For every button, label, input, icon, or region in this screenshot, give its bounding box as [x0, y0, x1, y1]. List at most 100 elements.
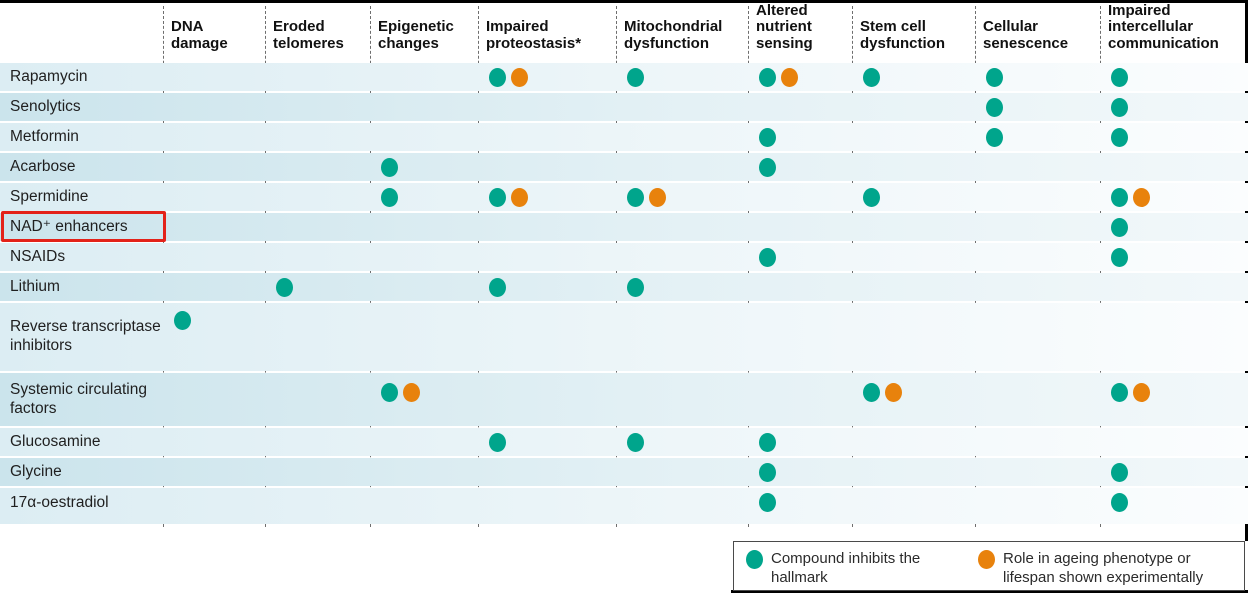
table-row: Metformin	[0, 123, 1248, 151]
matrix-cell	[975, 123, 1100, 151]
matrix-cell	[265, 373, 370, 426]
row-label: Reverse transcriptase inhibitors	[0, 303, 163, 371]
matrix-cell	[852, 93, 975, 121]
matrix-cell	[616, 123, 748, 151]
column-header: Eroded telomeres	[273, 18, 344, 53]
matrix-cell	[748, 93, 852, 121]
matrix-cell	[265, 93, 370, 121]
table-row: Glucosamine	[0, 428, 1248, 456]
top-border	[0, 0, 1248, 3]
matrix-cell	[748, 153, 852, 181]
matrix-cell	[616, 273, 748, 301]
matrix-cell	[370, 303, 478, 371]
matrix-cell	[163, 123, 265, 151]
row-label-text: NSAIDs	[10, 247, 66, 265]
table-row: NSAIDs	[0, 243, 1248, 271]
matrix-cell	[1100, 373, 1248, 426]
table-row: Senolytics	[0, 93, 1248, 121]
row-label-text: NAD⁺ enhancers	[10, 217, 128, 235]
column-header: DNA damage	[171, 18, 228, 53]
matrix-cell	[616, 213, 748, 241]
matrix-cell	[852, 273, 975, 301]
row-label: Systemic circulating factors	[0, 373, 163, 426]
matrix-body: Rapamycin Senolytics Metformin Acarbose Sper…	[0, 63, 1248, 526]
matrix-cell	[852, 488, 975, 524]
row-label-text: Glucosamine	[10, 432, 101, 450]
legend: Compound inhibits the hallmark Role in a…	[733, 541, 1245, 591]
matrix-cell	[1100, 488, 1248, 524]
matrix-cell	[163, 153, 265, 181]
matrix-cell	[163, 458, 265, 486]
row-label: Rapamycin	[0, 63, 163, 91]
matrix-cell	[616, 458, 748, 486]
matrix-cell	[478, 373, 616, 426]
orange-dot-icon	[978, 550, 995, 569]
matrix-cell	[975, 63, 1100, 91]
matrix-cell	[1100, 153, 1248, 181]
table-row: 17α-oestradiol	[0, 488, 1248, 524]
matrix-cell	[975, 213, 1100, 241]
matrix-cell	[478, 303, 616, 371]
matrix-cell	[748, 123, 852, 151]
row-label-text: Senolytics	[10, 97, 81, 115]
matrix-cell	[748, 273, 852, 301]
matrix-cell	[370, 458, 478, 486]
matrix-cell	[478, 93, 616, 121]
header-row: DNA damage Eroded telomeres Epigenetic cha…	[0, 0, 1248, 60]
matrix-cell	[163, 373, 265, 426]
matrix-cell	[748, 488, 852, 524]
matrix-cell	[478, 153, 616, 181]
matrix-cell	[975, 458, 1100, 486]
matrix-cell	[370, 428, 478, 456]
matrix-cell	[370, 243, 478, 271]
matrix-cell	[163, 243, 265, 271]
matrix-cell	[265, 428, 370, 456]
legend-item-inhibits-hallmark: Compound inhibits the hallmark	[746, 549, 923, 587]
matrix-cell	[852, 243, 975, 271]
matrix-cell	[1100, 93, 1248, 121]
matrix-cell	[265, 273, 370, 301]
matrix-cell	[478, 243, 616, 271]
column-header: Impaired proteostasis*	[486, 18, 582, 53]
matrix-cell	[478, 213, 616, 241]
matrix-cell	[852, 63, 975, 91]
matrix-cell	[975, 488, 1100, 524]
matrix-cell	[748, 458, 852, 486]
table-row: Glycine	[0, 458, 1248, 486]
matrix-cell	[265, 488, 370, 524]
row-label: NSAIDs	[0, 243, 163, 271]
matrix-cell	[748, 373, 852, 426]
matrix-cell	[370, 123, 478, 151]
matrix-cell	[265, 303, 370, 371]
bottom-border	[731, 590, 1248, 593]
row-label-text: 17α-oestradiol	[10, 494, 109, 511]
matrix-cell	[975, 243, 1100, 271]
table-row: Systemic circulating factors	[0, 373, 1248, 426]
matrix-cell	[1100, 243, 1248, 271]
row-label: Metformin	[0, 123, 163, 151]
matrix-cell	[163, 63, 265, 91]
matrix-cell	[975, 428, 1100, 456]
matrix-cell	[163, 273, 265, 301]
matrix-cell	[852, 428, 975, 456]
matrix-cell	[748, 243, 852, 271]
matrix-cell	[370, 93, 478, 121]
matrix-cell	[370, 63, 478, 91]
matrix-cell	[748, 303, 852, 371]
matrix-cell	[852, 458, 975, 486]
matrix-cell	[975, 373, 1100, 426]
row-label-text: Spermidine	[10, 187, 89, 205]
teal-dot-icon	[746, 550, 763, 569]
row-label: Acarbose	[0, 153, 163, 181]
matrix-cell	[852, 213, 975, 241]
matrix-cell	[478, 458, 616, 486]
column-header: Epigenetic changes	[378, 18, 454, 53]
matrix-cell	[163, 303, 265, 371]
column-header: Stem cell dysfunction	[860, 18, 945, 53]
matrix-cell	[975, 153, 1100, 181]
matrix-cell	[1100, 428, 1248, 456]
matrix-cell	[265, 123, 370, 151]
row-label: Spermidine	[0, 183, 163, 211]
matrix-cell	[478, 273, 616, 301]
table-row: Reverse transcriptase inhibitors	[0, 303, 1248, 371]
